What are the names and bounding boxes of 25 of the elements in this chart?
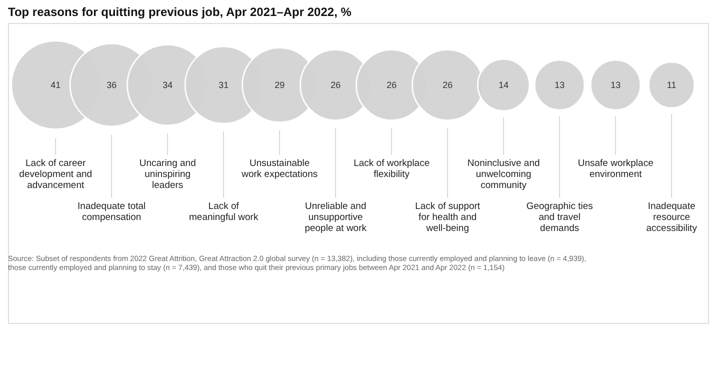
data-label: 26 — [442, 80, 453, 90]
data-label: 26 — [386, 80, 397, 90]
category-label: Lack of career development and advancement — [19, 158, 92, 191]
category-label: Geographic ties and travel demands — [526, 201, 594, 234]
category-label: Unsustainable work expectations — [240, 158, 318, 180]
data-label: 34 — [162, 80, 173, 90]
category-label: Lack of workplace flexibility — [354, 158, 430, 180]
data-label: 14 — [498, 80, 509, 90]
data-label: 13 — [610, 80, 621, 90]
text: Top reasons for quitting previous job, Apr 2021–Apr 2022, % — [8, 5, 352, 19]
category-label: Uncaring and uninspiring leaders — [139, 158, 196, 191]
data-label: 11 — [666, 80, 676, 90]
category-label: Lack of support for health and well-being — [415, 201, 480, 234]
data-label: 26 — [330, 80, 341, 90]
category-label: Unreliable and unsupportive people at work — [304, 201, 367, 234]
category-label: Inadequate total compensation — [78, 201, 146, 223]
category-label: Lack of meaningful work — [189, 201, 258, 223]
category-label: Unsafe workplace environment — [578, 158, 654, 180]
data-label: 29 — [274, 80, 285, 90]
data-label: 36 — [106, 80, 117, 90]
data-label: 31 — [218, 80, 229, 90]
category-label: Noninclusive and unwelcoming community — [467, 158, 540, 191]
data-label: 13 — [554, 80, 565, 90]
data-label: 41 — [50, 80, 61, 90]
category-label: Inadequate resource accessibility — [646, 201, 698, 234]
